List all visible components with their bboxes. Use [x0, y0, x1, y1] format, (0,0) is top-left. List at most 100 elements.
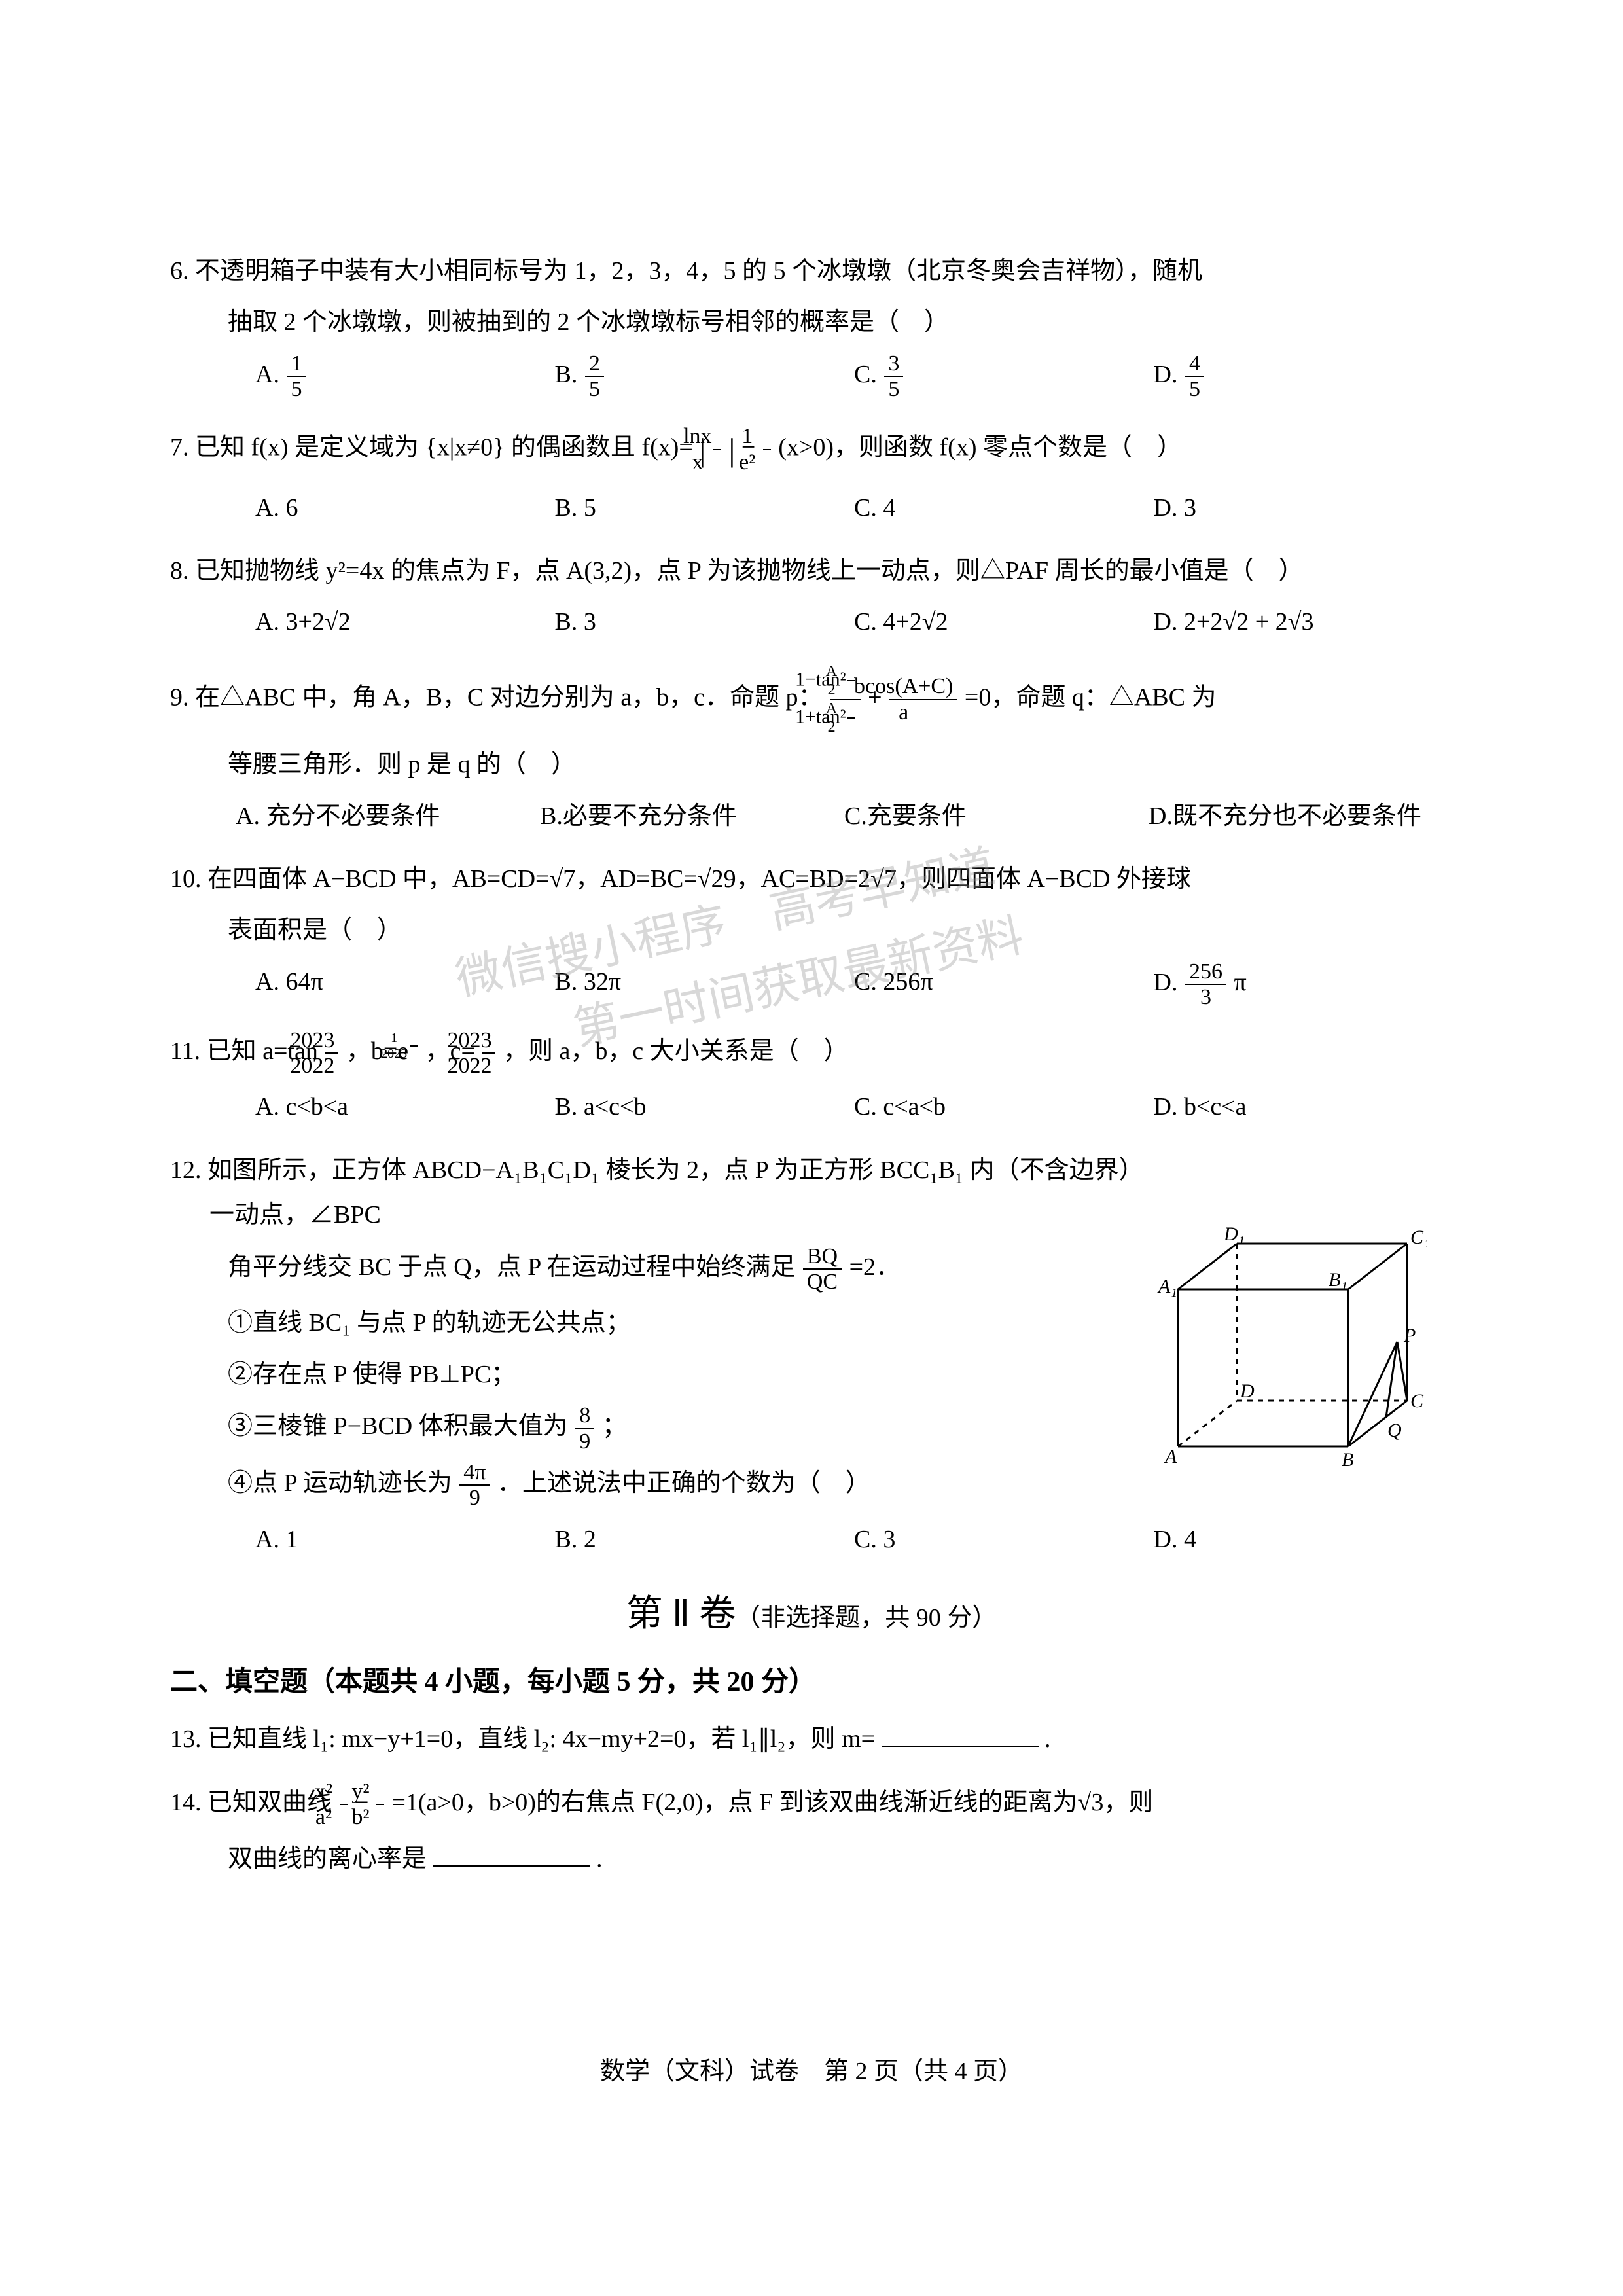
label-C1: C₁ [1410, 1227, 1427, 1248]
q10-num: 10. [170, 865, 202, 893]
label-A1: A₁ [1157, 1276, 1177, 1297]
optC-label: C. [854, 361, 877, 388]
i4pre: ④点 P 运动轨迹长为 [228, 1469, 452, 1497]
abs-right: | [728, 431, 735, 468]
cube-figure: D₁ C₁ A₁ B₁ D C A B P Q [1152, 1224, 1427, 1473]
q8-optB: B. 3 [555, 600, 855, 644]
fd: 2022 [482, 1054, 495, 1078]
q6-text: 不透明箱子中装有大小相同标号为 1，2，3，4，5 的 5 个冰墩墩（北京冬奥会… [195, 257, 1202, 285]
fd: 2 [847, 719, 855, 736]
q14-post: =1(a>0，b>0)的右焦点 F(2,0)，点 F 到该双曲线渐近线的距离为√… [391, 1789, 1153, 1816]
q13-blank [882, 1727, 1039, 1747]
question-6: 6. 不透明箱子中装有大小相同标号为 1，2，3，4，5 的 5 个冰墩墩（北京… [170, 249, 1453, 402]
q7-num: 7. [170, 433, 189, 461]
q9-frac2: bcos(A+C) a [889, 674, 957, 725]
q14-text2: 双曲线的离心率是 [228, 1845, 433, 1873]
q6-optC: C. 3 5 [854, 351, 1154, 402]
q7-line1: 7. 已知 f(x) 是定义域为 {x|x≠0} 的偶函数且 f(x)= | l… [170, 420, 1453, 479]
question-9: 9. 在△ABC 中，角 A，B，C 对边分别为 a，b，c．命题 p： 1−t… [170, 663, 1453, 838]
q12-optC: C. 3 [854, 1517, 1154, 1562]
q7-optA: A. 6 [255, 486, 555, 530]
fn: x² [340, 1780, 348, 1805]
q11-optC: C. c<a<b [854, 1085, 1154, 1129]
fd: e² [763, 450, 771, 475]
q6-line1: 6. 不透明箱子中装有大小相同标号为 1，2，3，4，5 的 5 个冰墩墩（北京… [170, 249, 1453, 293]
q9-options: A. 充分不必要条件 B.必要不充分条件 C.充要条件 D.既不充分也不必要条件 [170, 794, 1453, 838]
q11-optA: A. c<b<a [255, 1085, 555, 1129]
label-B1: B₁ [1329, 1269, 1347, 1291]
fn: A [847, 700, 855, 719]
fn: 2023 [325, 1028, 338, 1054]
q12-text: 如图所示，正方体 ABCD−A₁B₁C₁D₁ 棱长为 2，点 P 为正方形 BC… [207, 1157, 1132, 1229]
fd: 9 [575, 1429, 594, 1454]
page-footer: 数学（文科）试卷 第 2 页（共 4 页） [0, 2051, 1623, 2087]
fn: lnx [713, 424, 721, 450]
sec2-t: 第 Ⅱ 卷 [626, 1594, 736, 1634]
fn: 2023 [482, 1028, 495, 1054]
q10-options: A. 64π B. 32π C. 256π D. 256 3 π [170, 960, 1453, 1010]
q9-pre: 在△ABC 中，角 A，B，C 对边分别为 a，b，c．命题 p： [195, 683, 823, 711]
i3pre: ③三棱锥 P−BCD 体积最大值为 [228, 1412, 568, 1440]
bigden: 1+tan²A2 [830, 700, 861, 736]
q9-optB: B.必要不充分条件 [540, 794, 844, 838]
label-P: P [1403, 1325, 1416, 1346]
q10-optC: C. 256π [854, 960, 1154, 1010]
q10-optD: D. 256 3 π [1154, 960, 1454, 1010]
q10-line1: 10. 在四面体 A−BCD 中，AB=CD=√7，AD=BC=√29，AC=B… [170, 857, 1453, 901]
q11-post: ，则 a，b，c 大小关系是（ ） [503, 1037, 849, 1065]
q9-line1: 9. 在△ABC 中，角 A，B，C 对边分别为 a，b，c．命题 p： 1−t… [170, 663, 1453, 736]
q6-optB-frac: 2 5 [585, 351, 604, 402]
section2-title: 第 Ⅱ 卷（非选择题，共 90 分） [170, 1581, 1453, 1647]
optD-label: D. [1154, 361, 1178, 388]
q10-optB: B. 32π [555, 960, 855, 1010]
q7-pre: 已知 f(x) 是定义域为 {x|x≠0} 的偶函数且 f(x)= [195, 433, 693, 461]
q10-text: 在四面体 A−BCD 中，AB=CD=√7，AD=BC=√29，AC=BD=2√… [207, 865, 1191, 893]
q6-optA-frac: 1 5 [287, 351, 306, 402]
label-D: D [1240, 1380, 1255, 1402]
q11-exp: 12023 [410, 1031, 418, 1061]
q14-post2: . [596, 1845, 603, 1873]
q8-text: 已知抛物线 y²=4x 的焦点为 F，点 A(3,2)，点 P 为该抛物线上一动… [195, 557, 1304, 584]
optA-label: A. [255, 361, 279, 388]
q11-frac2: 2023 2022 [482, 1028, 495, 1079]
q6-options: A. 1 5 B. 2 5 C. 3 5 [170, 351, 1453, 402]
question-10: 10. 在四面体 A−BCD 中，AB=CD=√7，AD=BC=√29，AC=B… [170, 857, 1453, 1010]
q14-frac2: y² b² [376, 1780, 384, 1830]
fn: 1 [410, 1031, 418, 1047]
q8-options: A. 3+2√2 B. 3 C. 4+2√2 D. 2+2√2 + 2√3 [170, 600, 1453, 644]
q12-num: 12. [170, 1157, 202, 1184]
fn: 8 [575, 1403, 594, 1429]
fn: 3 [884, 351, 903, 377]
fd: 5 [884, 377, 903, 401]
fn: 1 [287, 351, 306, 377]
fn: 256 [1185, 960, 1226, 985]
optD-label: D. [1154, 969, 1178, 996]
fd: 5 [1185, 377, 1204, 401]
q9-optD: D.既不充分也不必要条件 [1149, 794, 1453, 838]
q11-optB: B. a<c<b [555, 1085, 855, 1129]
question-14: 14. 已知双曲线 x² a² − y² b² =1(a>0，b>0)的右焦点 … [170, 1780, 1453, 1881]
q13-text: 已知直线 l₁: mx−y+1=0，直线 l₂: 4x−my+2=0，若 l₁∥… [207, 1725, 882, 1753]
fd: 2023 [410, 1047, 418, 1061]
q6-optA: A. 1 5 [255, 351, 555, 402]
q11-optD: D. b<c<a [1154, 1085, 1454, 1129]
fd: QC [803, 1270, 842, 1294]
q12-item2: ②存在点 P 使得 PB⊥PC； [170, 1352, 1139, 1397]
fd: b² [376, 1805, 384, 1829]
fn: 4π [459, 1460, 490, 1486]
q11-line1: 11. 已知 a=tan 2023 2022 ，b=e12023 ，c= 202… [170, 1028, 1453, 1079]
q6-optC-frac: 3 5 [884, 351, 903, 402]
q7-optC: C. 4 [854, 486, 1154, 530]
q14-line2: 双曲线的离心率是 . [170, 1837, 1453, 1881]
q12-item3: ③三棱锥 P−BCD 体积最大值为 8 9 ； [170, 1403, 1139, 1454]
q6-num: 6. [170, 257, 189, 285]
sec2-sub: （非选择题，共 90 分） [736, 1604, 997, 1632]
fn: 4 [1185, 351, 1204, 377]
q14-num: 14. [170, 1789, 202, 1816]
q9-line2: 等腰三角形．则 p 是 q 的（ ） [170, 742, 1453, 787]
q7-post: (x>0)，则函数 f(x) 零点个数是（ ） [778, 433, 1182, 461]
fd: 5 [585, 377, 604, 401]
fd: 2022 [325, 1054, 338, 1078]
q12-options: A. 1 B. 2 C. 3 D. 4 [170, 1517, 1453, 1562]
q9-num: 9. [170, 683, 189, 711]
